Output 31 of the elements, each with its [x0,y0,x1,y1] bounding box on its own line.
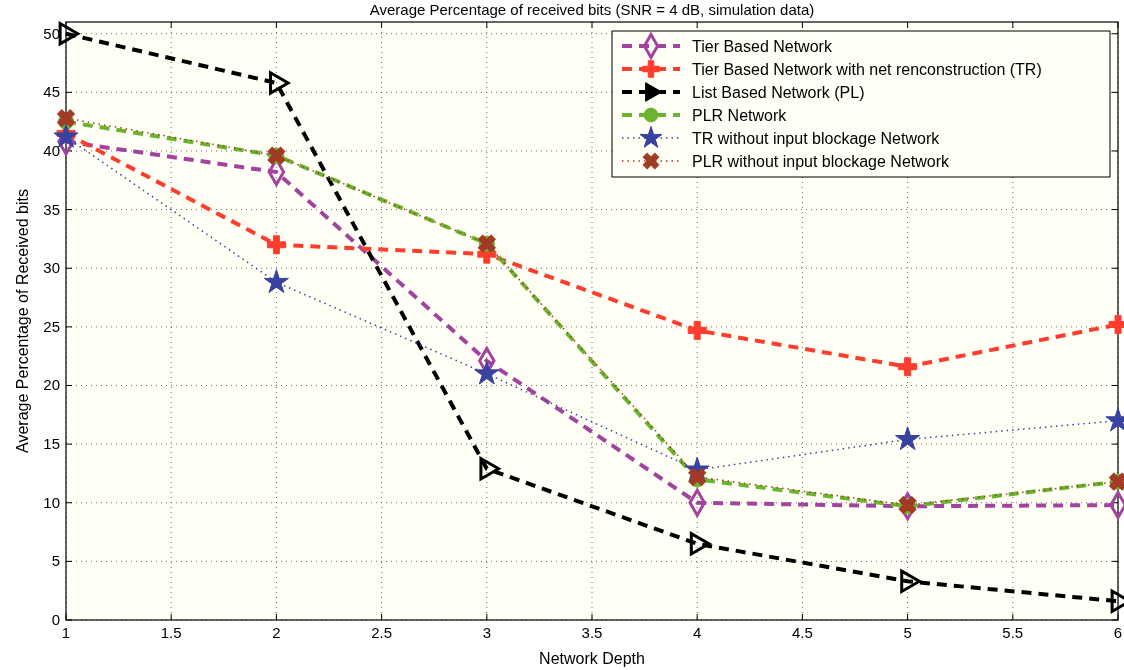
legend-label: Tier Based Network with net renconstruction (TR) [692,61,1042,78]
x-tick-label: 3 [482,624,491,641]
x-tick-label: 2.5 [371,624,393,641]
x-tick-label: 6 [1113,624,1123,641]
y-tick-label: 10 [43,493,60,511]
y-axis-title: Average Percentage of Received bits [14,189,31,453]
legend-label: PLR without input blockage Network [692,153,951,170]
y-tick-label: 30 [43,259,60,277]
x-tick-label: 4.5 [791,624,813,641]
legend-label: Tier Based Network [692,38,833,55]
x-tick-label: 4 [693,624,702,641]
y-tick-label: 15 [43,435,60,453]
y-tick-label: 40 [43,141,60,159]
y-tick-label: 45 [43,83,60,101]
x-tick-label: 1.5 [160,624,182,641]
x-tick-label: 2 [272,624,281,641]
y-tick-label: 0 [51,611,60,628]
y-tick-label: 20 [43,376,60,394]
y-tick-label: 35 [43,200,60,218]
x-tick-label: 5.5 [1002,624,1024,641]
legend-label: List Based Network (PL) [692,84,865,101]
y-tick-label: 25 [43,317,60,335]
chart-title: Average Percentage of received bits (SNR = 4 dB, simulation data) [369,1,815,18]
y-tick-label: 5 [51,552,60,570]
x-tick-label: 5 [903,624,912,641]
legend-label: TR without input blockage Network [692,130,941,147]
x-tick-label: 3.5 [581,624,603,641]
legend-label: PLR Network [692,107,788,124]
x-tick-label: 1 [61,624,71,641]
y-tick-label: 50 [43,24,60,42]
x-axis-title: Network Depth [539,650,645,667]
